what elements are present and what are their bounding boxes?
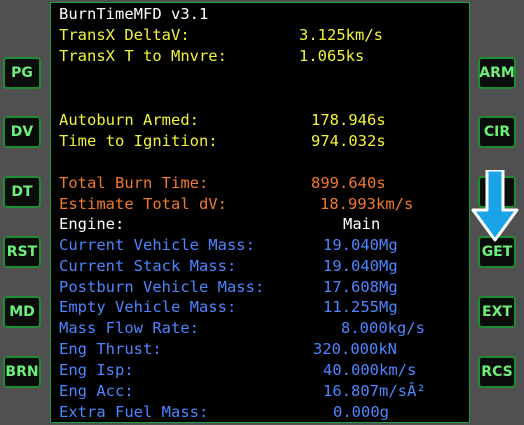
total-burn-time-value: 899.640s	[311, 174, 386, 192]
transx-t-mnvre-value: 1.065ks	[299, 47, 365, 65]
rcs-button[interactable]: RCS	[478, 356, 516, 388]
autoburn-armed-label: Autoburn Armed:	[59, 111, 199, 129]
eng-acc-value: 16.807m/sÂ²	[323, 382, 426, 400]
estimate-total-dv-label: Estimate Total dV:	[59, 195, 227, 213]
eng-thrust-value: 320.000kN	[313, 340, 397, 358]
transx-deltav-value: 3.125km/s	[299, 26, 383, 44]
arm-button[interactable]: ARM	[478, 57, 516, 89]
postburn-vehicle-mass-label: Postburn Vehicle Mass:	[59, 278, 265, 296]
postburn-vehicle-mass-value: 17.608Mg	[323, 278, 398, 296]
current-vehicle-mass-value: 19.040Mg	[323, 236, 398, 254]
current-vehicle-mass-label: Current Vehicle Mass:	[59, 236, 255, 254]
pointer-arrow-icon	[471, 170, 519, 242]
extra-fuel-mass-value: 0.000g	[333, 403, 389, 421]
current-stack-mass-label: Current Stack Mass:	[59, 257, 237, 275]
mfd-screen: BurnTimeMFD v3.1 TransX DeltaV: 3.125km/…	[50, 2, 470, 423]
get-button[interactable]: GET	[478, 236, 516, 268]
pg-button[interactable]: PG	[3, 57, 41, 89]
mfd-title: BurnTimeMFD v3.1	[59, 5, 209, 23]
mass-flow-rate-label: Mass Flow Rate:	[59, 319, 199, 337]
dt-button[interactable]: DT	[3, 176, 41, 208]
engine-value: Main	[343, 215, 381, 233]
eng-thrust-label: Eng Thrust:	[59, 340, 162, 358]
time-to-ignition-label: Time to Ignition:	[59, 132, 218, 150]
eng-isp-value: 40.000km/s	[323, 361, 417, 379]
mass-flow-rate-value: 8.000kg/s	[341, 319, 425, 337]
time-to-ignition-value: 974.032s	[311, 132, 386, 150]
dv-button[interactable]: DV	[3, 116, 41, 148]
autoburn-armed-value: 178.946s	[311, 111, 386, 129]
md-button[interactable]: MD	[3, 296, 41, 328]
extra-fuel-mass-label: Extra Fuel Mass:	[59, 403, 209, 421]
empty-vehicle-mass-label: Empty Vehicle Mass:	[59, 298, 237, 316]
transx-t-mnvre-label: TransX T to Mnvre:	[59, 47, 227, 65]
brn-button[interactable]: BRN	[3, 356, 41, 388]
empty-vehicle-mass-value: 11.255Mg	[323, 298, 398, 316]
current-stack-mass-value: 19.040Mg	[323, 257, 398, 275]
engine-label: Engine:	[59, 215, 125, 233]
total-burn-time-label: Total Burn Time:	[59, 174, 209, 192]
cir-button[interactable]: CIR	[478, 116, 516, 148]
eng-acc-label: Eng Acc:	[59, 382, 134, 400]
eng-isp-label: Eng Isp:	[59, 361, 134, 379]
transx-deltav-label: TransX DeltaV:	[59, 26, 190, 44]
estimate-total-dv-value: 18.993km/s	[320, 195, 414, 213]
rst-button[interactable]: RST	[3, 236, 41, 268]
ext-button[interactable]: EXT	[478, 296, 516, 328]
